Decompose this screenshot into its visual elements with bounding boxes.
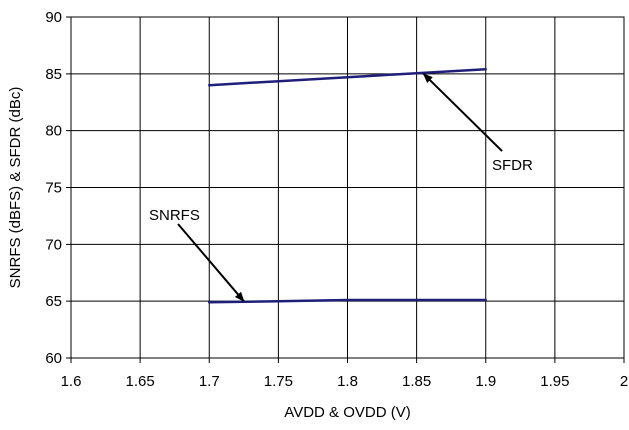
x-tick-label: 1.9 bbox=[475, 373, 496, 390]
series-group bbox=[207, 68, 487, 304]
x-axis-title: AVDD & OVDD (V) bbox=[284, 404, 410, 421]
y-tick-label: 90 bbox=[45, 9, 62, 26]
grid bbox=[66, 16, 625, 363]
x-tick-label: 1.8 bbox=[337, 373, 358, 390]
annotations-group: SFDR SNRFS bbox=[149, 73, 533, 302]
annotation-arrow-snrfs bbox=[177, 223, 245, 302]
series-line-sfdr bbox=[207, 68, 487, 87]
x-tick-label: 1.95 bbox=[540, 373, 569, 390]
x-tick-label: 1.7 bbox=[199, 373, 220, 390]
series-line-snrfs bbox=[207, 298, 487, 304]
x-tick-labels: 1.6 1.65 1.7 1.75 1.8 1.85 1.9 1.95 2 bbox=[61, 373, 629, 390]
y-tick-label: 75 bbox=[45, 180, 62, 197]
y-axis-title: SNRFS (dBFS) & SFDR (dBc) bbox=[7, 87, 24, 289]
y-tick-label: 60 bbox=[45, 350, 62, 367]
plot-area-frame bbox=[70, 16, 625, 359]
x-tick-label: 1.85 bbox=[402, 373, 431, 390]
x-tick-label: 1.6 bbox=[61, 373, 82, 390]
y-tick-label: 70 bbox=[45, 236, 62, 253]
y-tick-label: 85 bbox=[45, 66, 62, 83]
x-tick-label: 2 bbox=[620, 373, 628, 390]
y-tick-labels: 60 65 70 75 80 85 90 bbox=[45, 9, 62, 367]
y-tick-label: 80 bbox=[45, 123, 62, 140]
y-tick-label: 65 bbox=[45, 293, 62, 310]
annotation-arrow-sfdr bbox=[422, 73, 503, 152]
x-tick-label: 1.75 bbox=[264, 373, 293, 390]
x-tick-label: 1.65 bbox=[126, 373, 155, 390]
annotation-label-snrfs: SNRFS bbox=[149, 207, 200, 224]
annotation-label-sfdr: SFDR bbox=[492, 157, 533, 174]
